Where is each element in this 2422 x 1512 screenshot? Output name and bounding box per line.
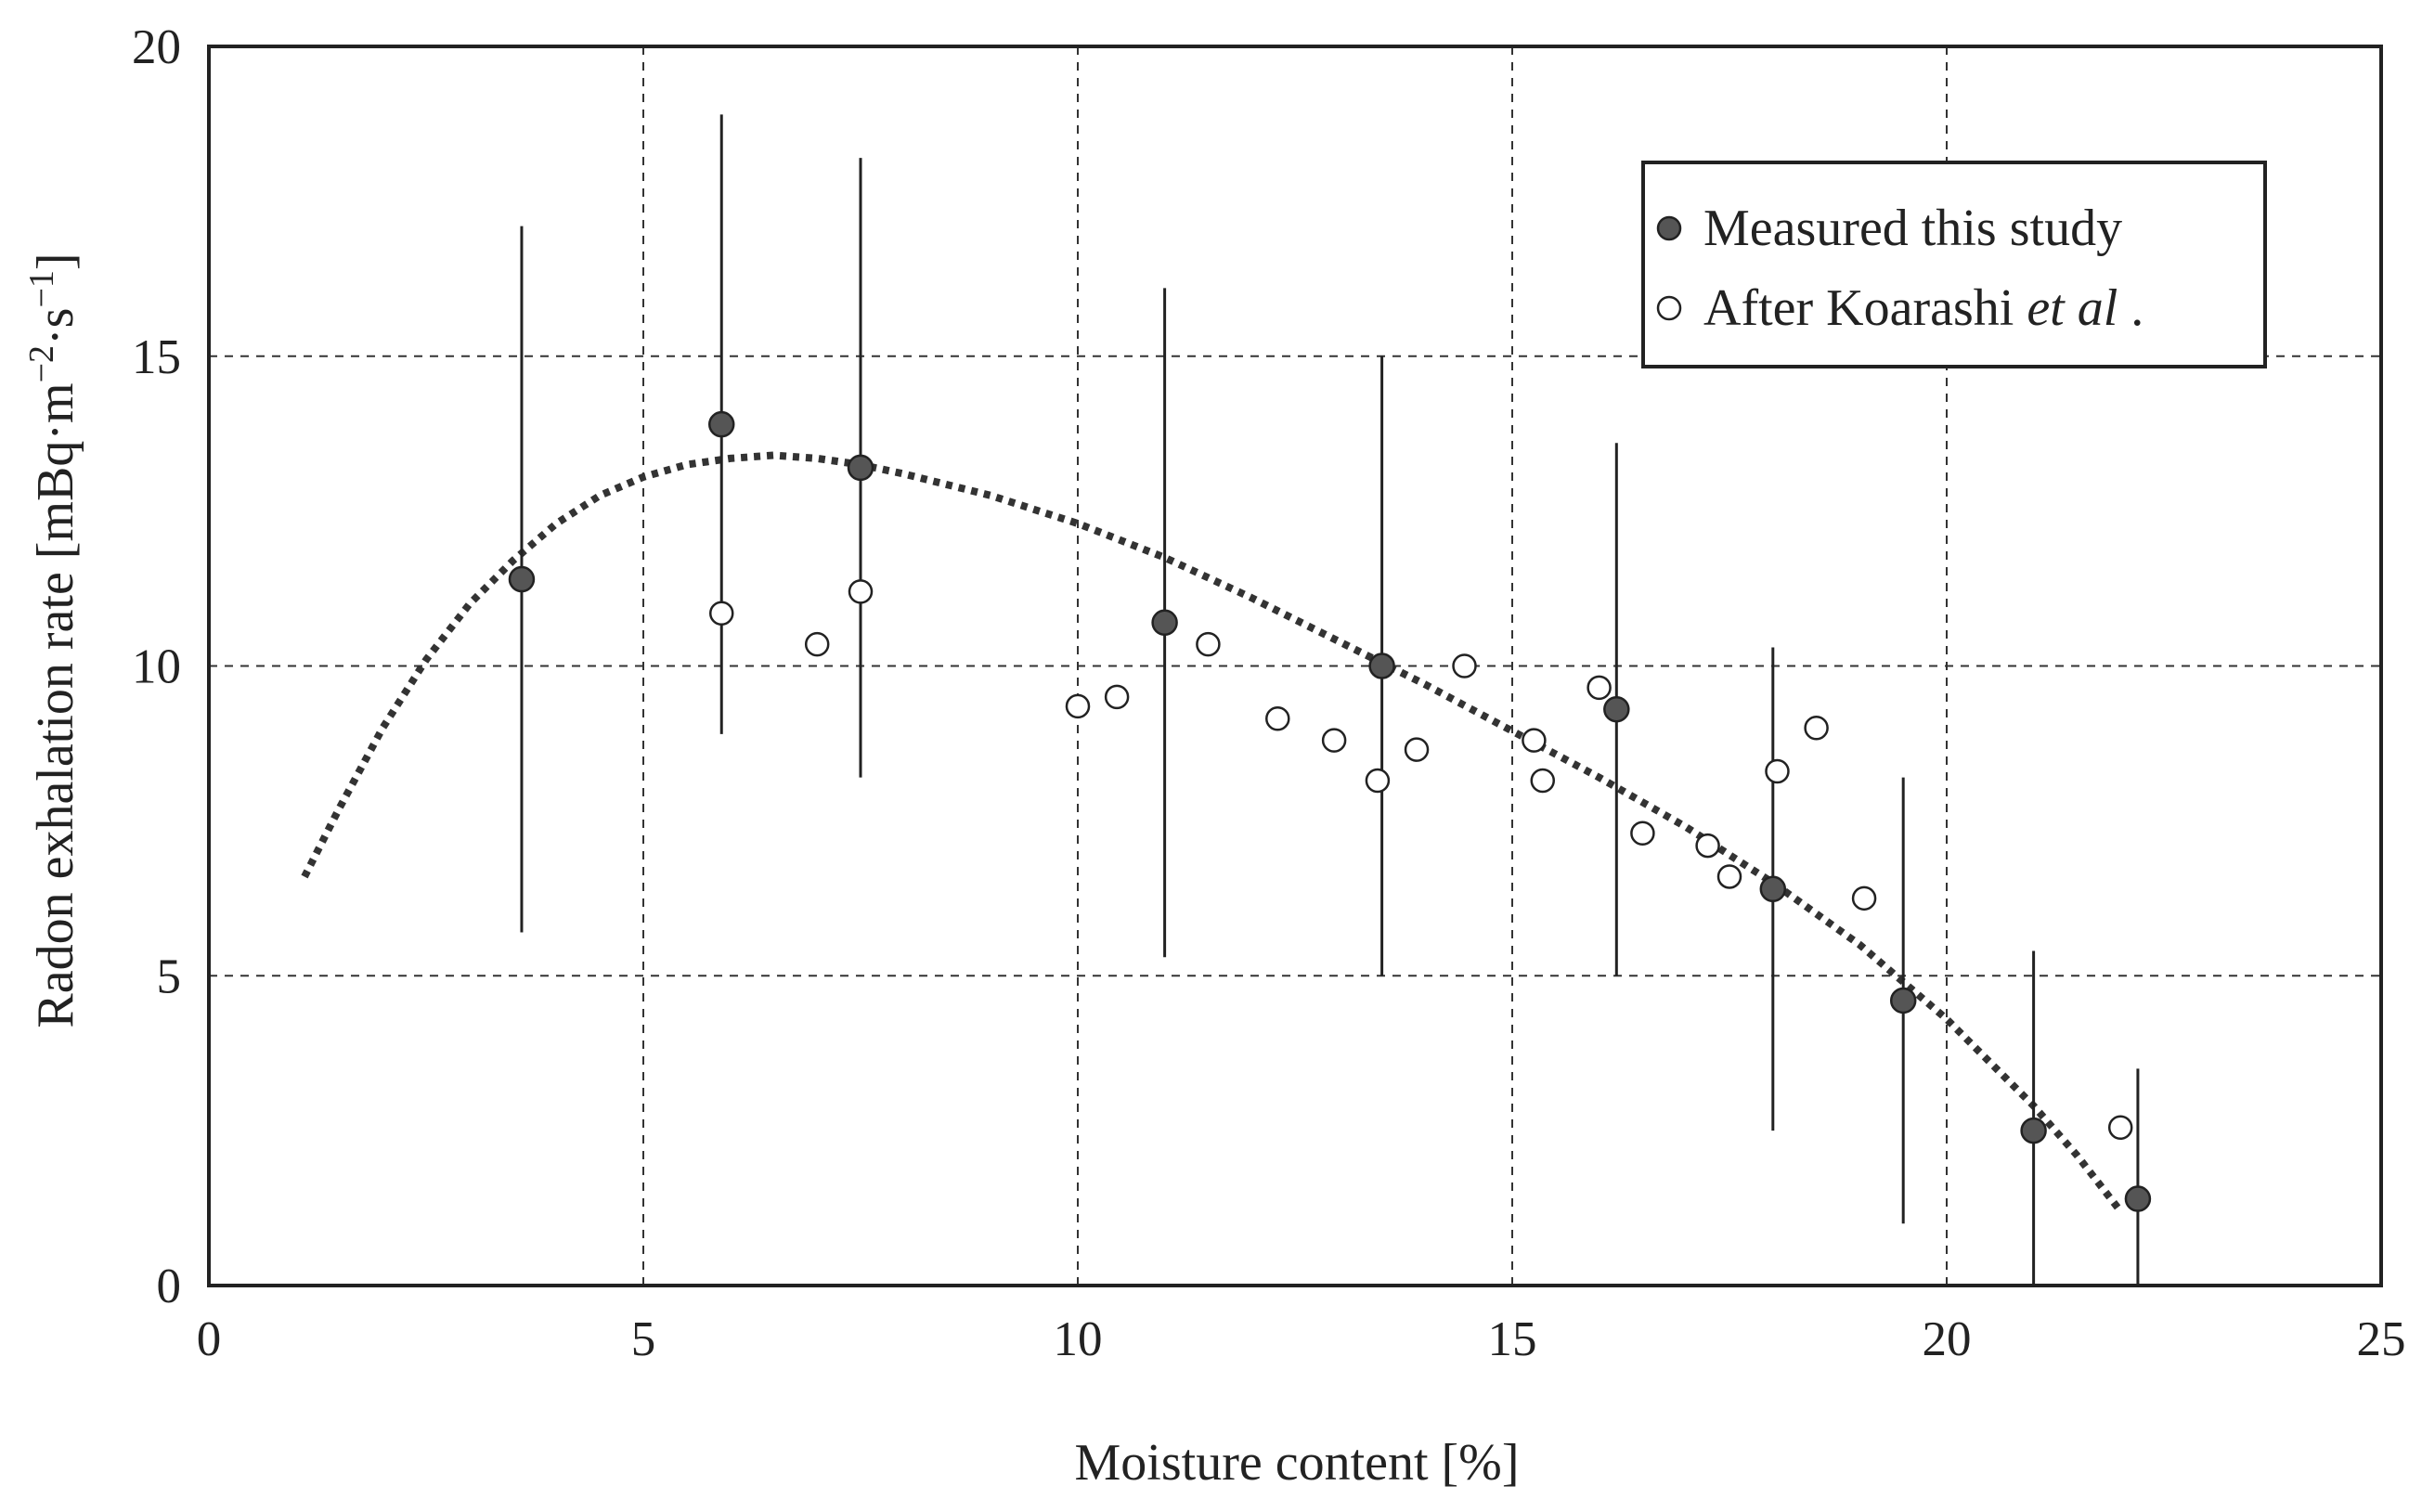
koarashi-point-0 xyxy=(708,601,734,627)
measured-point-8 xyxy=(2020,1117,2047,1144)
legend-box xyxy=(1641,161,2267,368)
koarashi-point-8 xyxy=(1365,768,1391,794)
x-tick-label-5: 25 xyxy=(2357,1312,2406,1366)
legend-label-koarashi-prefix: After Koarashi xyxy=(1703,279,2027,337)
legend-label-koarashi-suffix: . xyxy=(2118,279,2144,337)
x-tick-label-4: 20 xyxy=(1923,1312,1972,1366)
axes xyxy=(207,45,2383,1287)
legend-open-circle-icon xyxy=(1656,295,1682,321)
koarashi-point-16 xyxy=(1716,864,1742,889)
koarashi-point-19 xyxy=(1851,885,1877,911)
koarashi-point-3 xyxy=(1065,693,1091,719)
koarashi-point-5 xyxy=(1196,631,1221,657)
legend-label-koarashi-italic: et al xyxy=(2027,279,2118,337)
koarashi-point-6 xyxy=(1265,705,1290,731)
measured-points xyxy=(508,410,2152,1212)
plot-frame xyxy=(207,45,2383,1287)
x-tick-label-3: 15 xyxy=(1488,1312,1537,1366)
koarashi-point-13 xyxy=(1587,675,1612,701)
koarashi-point-12 xyxy=(1530,768,1556,794)
koarashi-point-15 xyxy=(1695,833,1720,859)
koarashi-point-14 xyxy=(1630,821,1655,846)
y-tick-label-3: 15 xyxy=(132,330,181,384)
koarashi-point-20 xyxy=(2107,1115,2133,1141)
koarashi-point-1 xyxy=(804,631,830,657)
legend-label-measured: Measured this study xyxy=(1703,200,2122,257)
y-tick-label-2: 10 xyxy=(132,640,181,694)
legend-filled-circle-icon xyxy=(1656,215,1682,241)
koarashi-point-11 xyxy=(1522,728,1547,753)
x-tick-label-1: 5 xyxy=(631,1312,656,1366)
y-axis-title: Radon exhalation rate [mBq·m−2·s−1] xyxy=(22,252,84,1027)
x-tick-label-0: 0 xyxy=(197,1312,222,1366)
koarashi-point-18 xyxy=(1804,716,1829,741)
y-axis-title-exponent-1: −2 xyxy=(22,345,61,382)
measured-point-2 xyxy=(847,454,874,482)
measured-point-7 xyxy=(1889,987,1917,1014)
koarashi-point-7 xyxy=(1321,728,1347,753)
measured-point-0 xyxy=(508,565,536,593)
measured-point-1 xyxy=(707,410,735,438)
y-axis-title-exponent-2: −1 xyxy=(22,270,61,307)
y-axis-title-mid: ·s xyxy=(27,308,84,345)
tick-labels: 0 5 10 15 20 25 0 5 10 15 20 xyxy=(132,20,2406,1366)
legend: Measured this study After Koarashi et al… xyxy=(1641,161,2267,368)
koarashi-point-4 xyxy=(1104,684,1130,710)
fit-curve-layer xyxy=(301,451,2124,1214)
koarashi-point-9 xyxy=(1404,737,1430,762)
koarashi-point-10 xyxy=(1452,653,1477,678)
legend-label-koarashi: After Koarashi et al . xyxy=(1703,279,2144,337)
koarashi-point-17 xyxy=(1765,758,1790,784)
koarashi-point-2 xyxy=(848,579,874,604)
x-axis-title: Moisture content [%] xyxy=(1075,1434,1520,1492)
fit-curve xyxy=(301,451,2124,1214)
x-tick-label-2: 10 xyxy=(1054,1312,1103,1366)
y-tick-label-1: 5 xyxy=(157,950,182,1003)
y-tick-label-0: 0 xyxy=(157,1260,182,1313)
y-axis-title-main: Radon exhalation rate [mBq·m xyxy=(27,382,84,1027)
measured-point-4 xyxy=(1368,653,1395,679)
measured-point-5 xyxy=(1603,695,1630,723)
measured-point-6 xyxy=(1759,875,1787,903)
koarashi-points xyxy=(708,579,2133,1141)
y-tick-label-4: 20 xyxy=(132,20,181,74)
measured-point-9 xyxy=(2124,1185,2152,1212)
measured-point-3 xyxy=(1151,609,1178,637)
y-axis-title-end: ] xyxy=(27,252,84,270)
